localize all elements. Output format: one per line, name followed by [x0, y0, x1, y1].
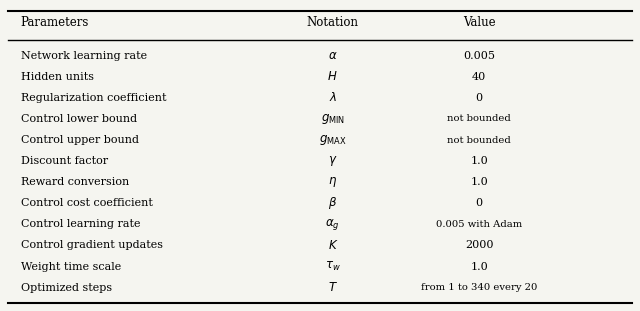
Text: $T$: $T$: [328, 281, 338, 294]
Text: Control cost coefficient: Control cost coefficient: [20, 198, 152, 208]
Text: 0: 0: [476, 198, 483, 208]
Text: $\eta$: $\eta$: [328, 175, 337, 189]
Text: 2000: 2000: [465, 240, 493, 250]
Text: Discount factor: Discount factor: [20, 156, 108, 166]
Text: $\alpha_g$: $\alpha_g$: [325, 217, 340, 232]
Text: Control learning rate: Control learning rate: [20, 219, 140, 230]
Text: from 1 to 340 every 20: from 1 to 340 every 20: [421, 283, 538, 292]
Text: Control upper bound: Control upper bound: [20, 135, 138, 145]
Text: $K$: $K$: [328, 239, 338, 252]
Text: $\alpha$: $\alpha$: [328, 49, 337, 62]
Text: Regularization coefficient: Regularization coefficient: [20, 93, 166, 103]
Text: Value: Value: [463, 16, 495, 30]
Text: Control gradient updates: Control gradient updates: [20, 240, 163, 250]
Text: $\gamma$: $\gamma$: [328, 154, 337, 168]
Text: Parameters: Parameters: [20, 16, 89, 30]
Text: Reward conversion: Reward conversion: [20, 177, 129, 187]
Text: 0: 0: [476, 93, 483, 103]
Text: 0.005: 0.005: [463, 51, 495, 61]
Text: $\beta$: $\beta$: [328, 195, 337, 211]
Text: 1.0: 1.0: [470, 262, 488, 272]
Text: Optimized steps: Optimized steps: [20, 283, 111, 293]
Text: $H$: $H$: [328, 70, 338, 83]
Text: Network learning rate: Network learning rate: [20, 51, 147, 61]
Text: $\lambda$: $\lambda$: [328, 91, 337, 104]
Text: Control lower bound: Control lower bound: [20, 114, 136, 124]
Text: not bounded: not bounded: [447, 136, 511, 145]
Text: $g_{\mathrm{MIN}}$: $g_{\mathrm{MIN}}$: [321, 112, 345, 126]
Text: Hidden units: Hidden units: [20, 72, 93, 82]
Text: not bounded: not bounded: [447, 114, 511, 123]
Text: 1.0: 1.0: [470, 177, 488, 187]
Text: 40: 40: [472, 72, 486, 82]
Text: Weight time scale: Weight time scale: [20, 262, 121, 272]
Text: 0.005 with Adam: 0.005 with Adam: [436, 220, 522, 229]
Text: $g_{\mathrm{MAX}}$: $g_{\mathrm{MAX}}$: [319, 133, 346, 147]
Text: $\tau_w$: $\tau_w$: [325, 260, 340, 273]
Text: Notation: Notation: [307, 16, 359, 30]
Text: 1.0: 1.0: [470, 156, 488, 166]
